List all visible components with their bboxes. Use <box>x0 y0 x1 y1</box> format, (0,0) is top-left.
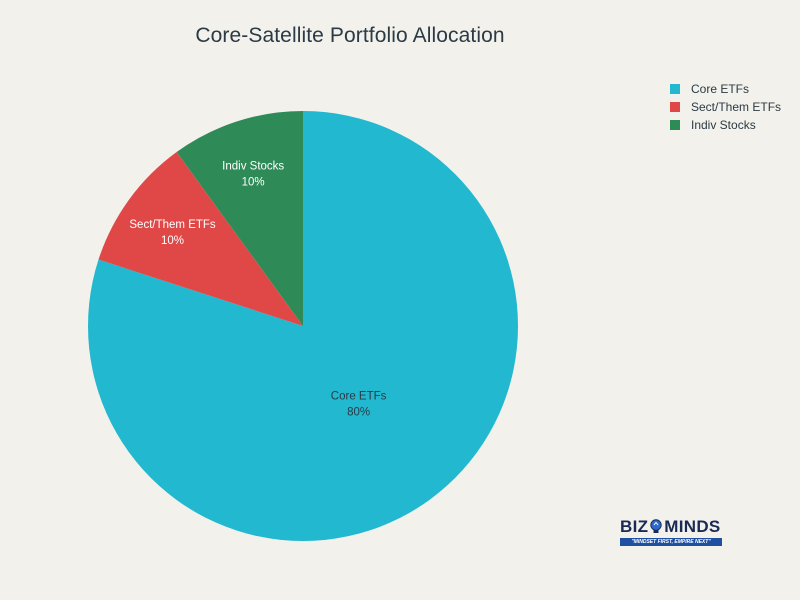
bizminds-logo: BIZ MINDS "MINDSET FIRST, EMPIRE NEXT" <box>620 518 722 546</box>
legend-swatch <box>670 84 680 94</box>
legend-item-core-etfs[interactable]: Core ETFs <box>670 80 781 98</box>
slice-value-label: 80% <box>347 407 370 419</box>
slice-value-label: 10% <box>161 235 184 247</box>
logo-wordmark: BIZ MINDS <box>620 518 722 536</box>
slice-label: Indiv Stocks <box>222 161 284 173</box>
slice-value-label: 10% <box>242 177 265 189</box>
lightbulb-icon <box>650 519 662 533</box>
legend-label: Core ETFs <box>691 82 750 96</box>
legend-item-indiv-stocks[interactable]: Indiv Stocks <box>670 116 781 134</box>
pie-slice-indiv-stocks[interactable] <box>176 111 303 326</box>
legend-swatch <box>670 120 680 130</box>
legend-label: Sect/Them ETFs <box>691 100 782 114</box>
slice-label: Sect/Them ETFs <box>129 219 216 231</box>
slice-label: Core ETFs <box>331 391 387 403</box>
legend-swatch <box>670 102 680 112</box>
logo-left-text: BIZ <box>620 517 649 536</box>
logo-tagline: "MINDSET FIRST, EMPIRE NEXT" <box>620 538 722 546</box>
logo-right-text: MINDS <box>664 517 721 536</box>
chart-title: Core-Satellite Portfolio Allocation <box>195 24 505 47</box>
legend-label: Indiv Stocks <box>691 118 756 132</box>
pie-slice-sect-them-etfs[interactable] <box>98 152 303 326</box>
chart-legend: Core ETFs Sect/Them ETFs Indiv Stocks <box>670 80 781 134</box>
legend-item-sect-them-etfs[interactable]: Sect/Them ETFs <box>670 98 781 116</box>
